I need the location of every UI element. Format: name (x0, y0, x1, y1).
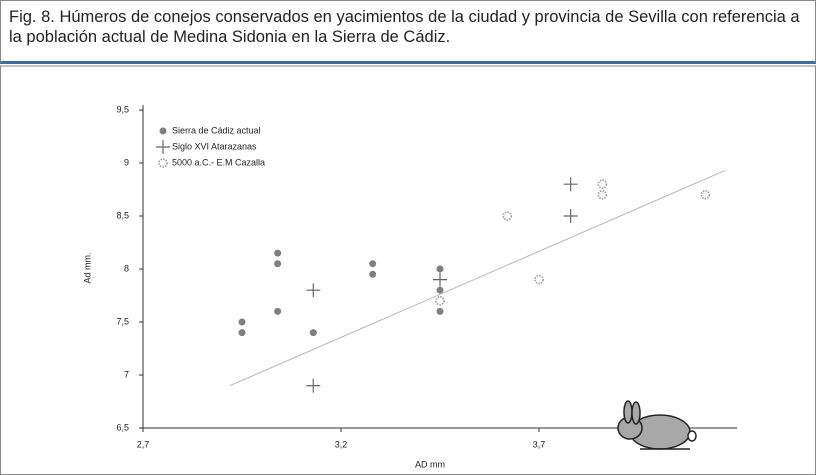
point (563, 177, 578, 192)
x-tick-label: 2,7 (137, 439, 150, 449)
caption-label: Fig. 8. (9, 8, 55, 26)
y-tick-label: 9,5 (116, 104, 129, 114)
chart-frame (0, 65, 816, 475)
point (534, 274, 544, 285)
point (597, 179, 608, 189)
x-tick-label: 3,7 (533, 439, 546, 449)
point (563, 209, 578, 223)
legend-marker (159, 127, 167, 135)
caption: Fig. 8. Húmeros de conejos conservados e… (0, 0, 816, 64)
point (433, 272, 447, 287)
point (274, 307, 282, 315)
y-tick-label: 9 (124, 157, 129, 167)
y-tick-label: 7,5 (116, 316, 129, 326)
point (436, 286, 444, 294)
point (597, 190, 608, 200)
point (306, 378, 321, 393)
point (274, 249, 282, 257)
point (309, 329, 317, 337)
legend-label: 5000 a.C.- E.M Cazalla (172, 157, 265, 167)
legend-marker (156, 140, 170, 154)
point (238, 329, 246, 337)
rabbit (617, 400, 697, 450)
y-tick-label: 8 (124, 263, 129, 273)
y-axis-label: Ad mm. (82, 252, 92, 283)
legend-marker (158, 158, 168, 168)
point (369, 270, 377, 278)
point (369, 260, 377, 268)
legend-label: Siglo XVI Atarazanas (172, 141, 257, 151)
y-tick-label: 8,5 (116, 210, 129, 220)
trendline (229, 169, 726, 387)
x-tick-label: 3,2 (335, 439, 348, 449)
y-tick-label: 7 (124, 369, 129, 379)
point (306, 283, 321, 298)
caption-text: Húmeros de conejos conservados en yacimi… (9, 8, 800, 46)
point (436, 307, 444, 315)
point (502, 211, 513, 221)
point (435, 295, 445, 306)
legend-label: Sierra de Cádiz actual (172, 125, 261, 135)
point (238, 318, 246, 326)
point (436, 265, 444, 273)
x-axis-label: AD mm (415, 459, 445, 469)
point (274, 260, 282, 268)
point (700, 190, 711, 200)
y-tick-label: 6,5 (116, 422, 129, 432)
